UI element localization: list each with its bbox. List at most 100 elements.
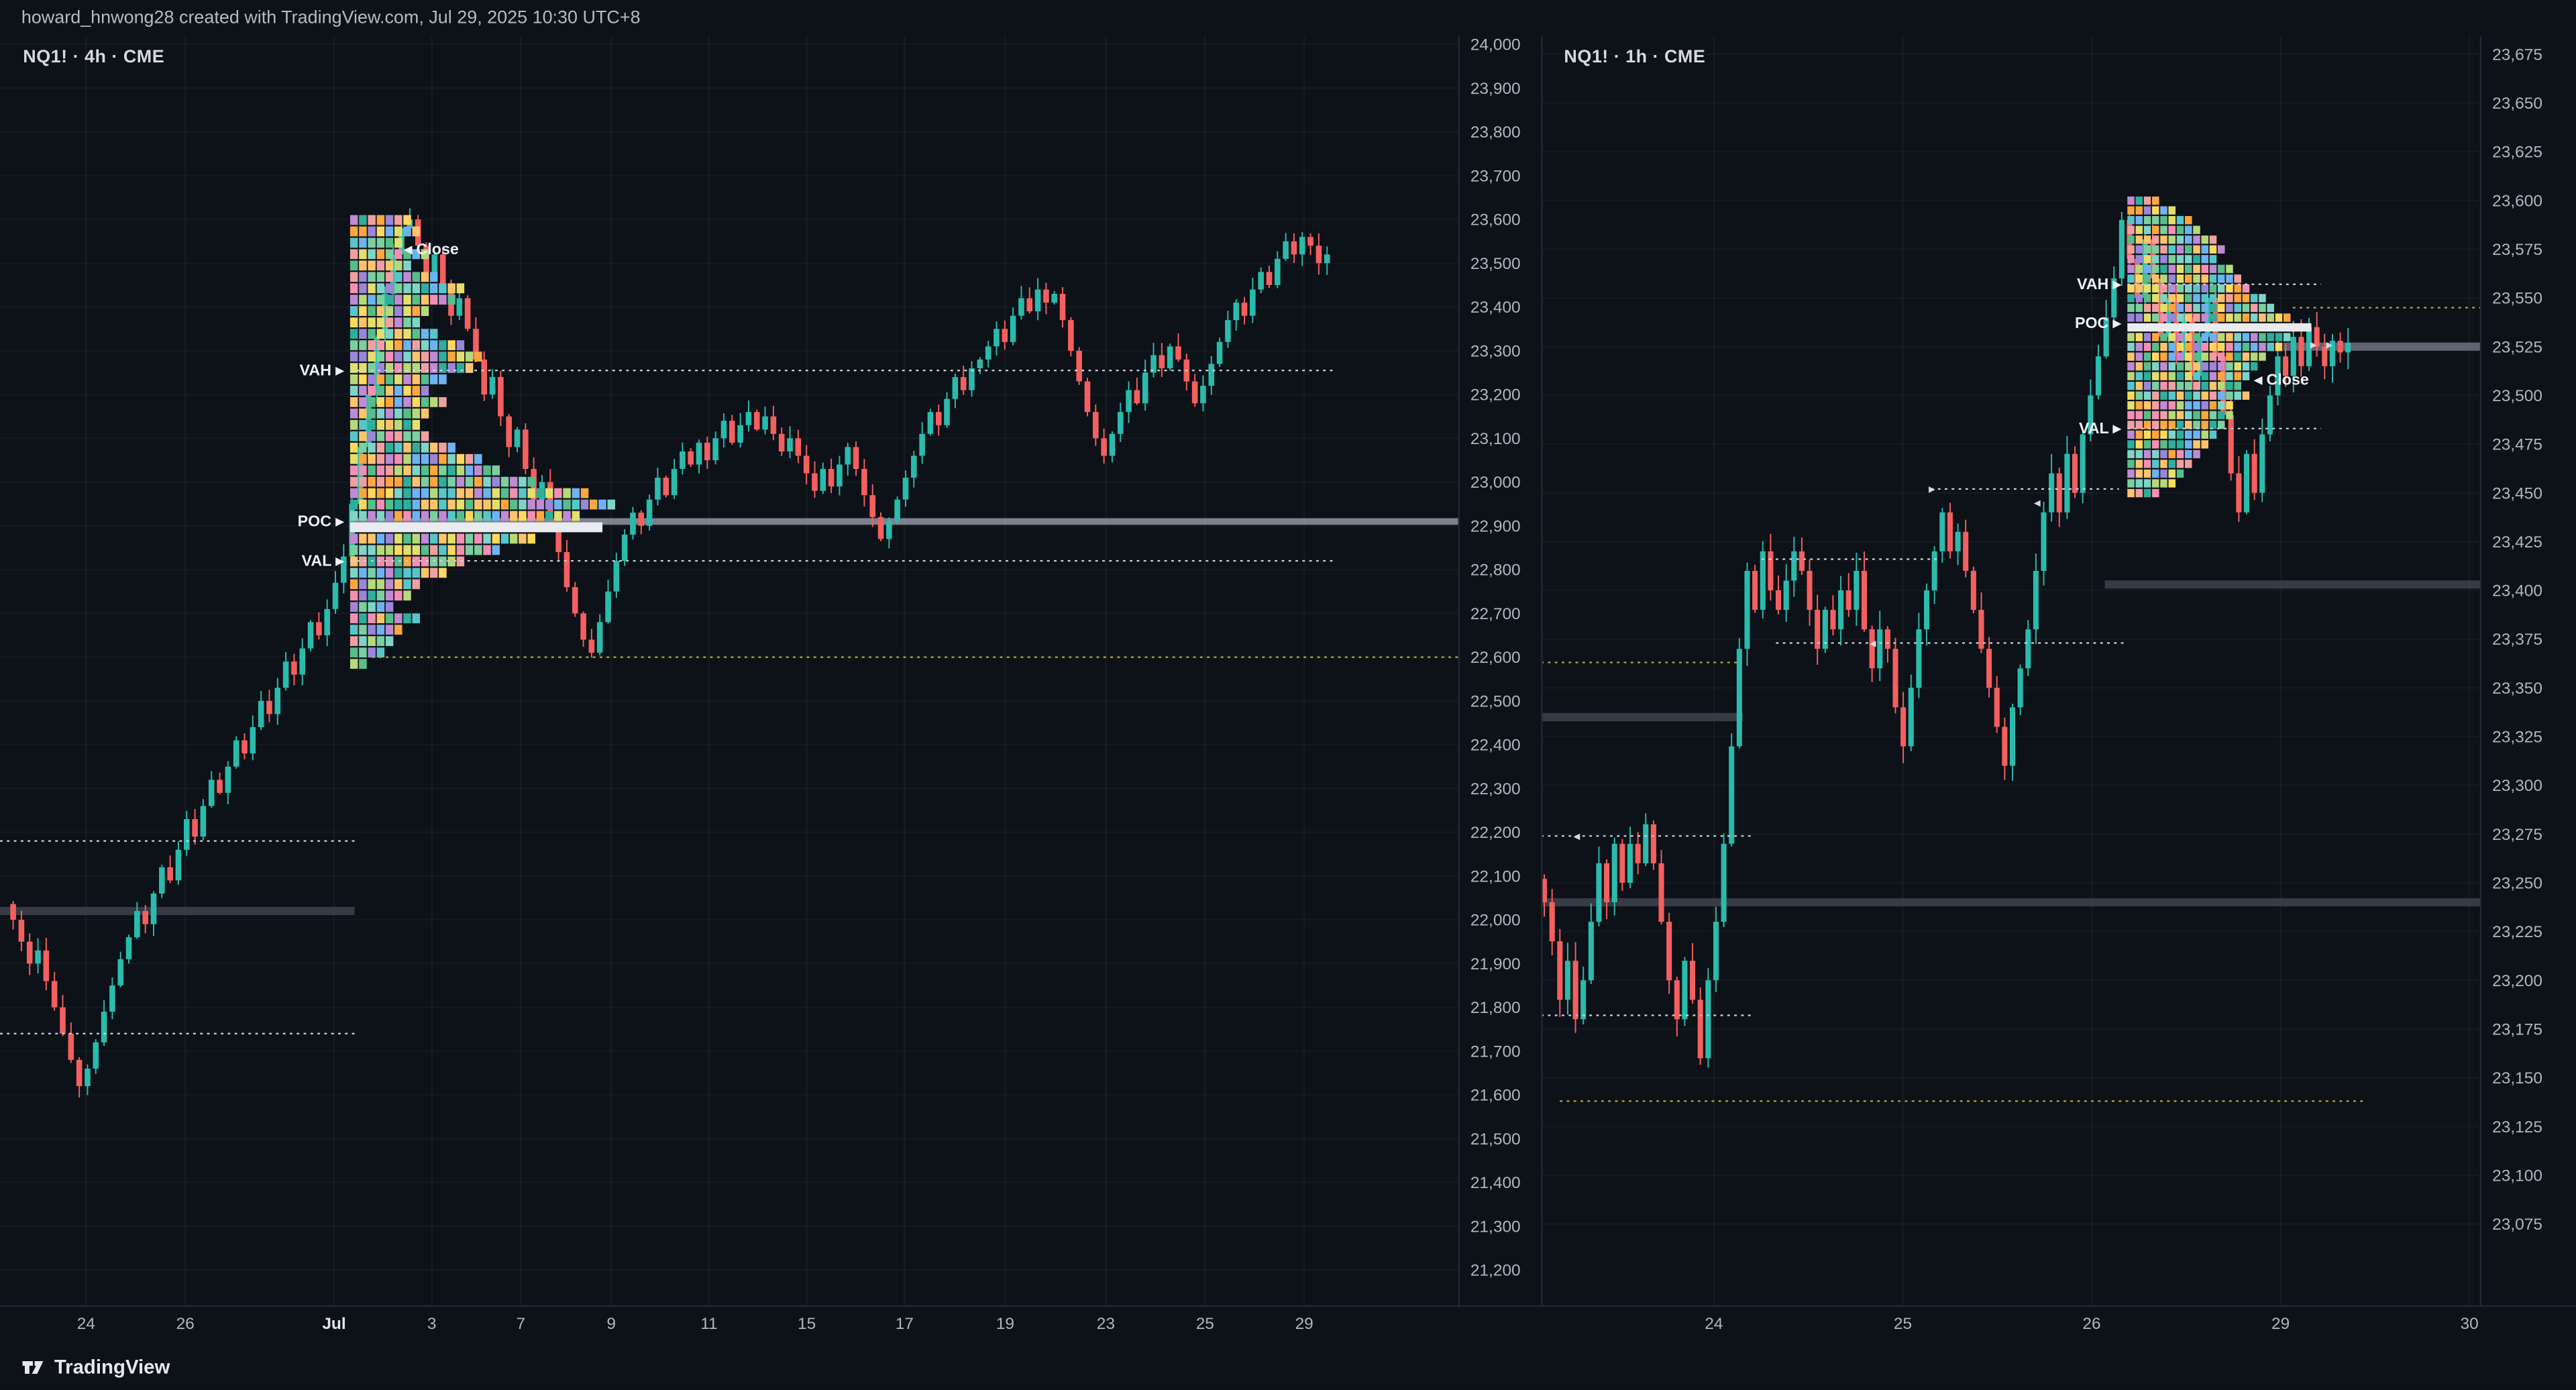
svg-text:Jul: Jul [322,1315,345,1333]
svg-text:23,200: 23,200 [2492,972,2542,990]
svg-text:23,225: 23,225 [2492,923,2542,941]
svg-text:23,700: 23,700 [1470,167,1521,185]
chart-panel-1h[interactable]: VAH ▸ POC ▸ VAL ▸ ◂ Close ◂ ◂ ▸ ◂ ▸ ▸ 23,675 23,650… [1541,36,2576,1344]
svg-text:21,300: 21,300 [1470,1218,1521,1236]
svg-text:29: 29 [1295,1315,1313,1333]
level-labels: VAH ▸ POC ▸ VAL ▸ ◂ Close [298,240,459,570]
level-bands [1541,342,2481,907]
svg-text:23,600: 23,600 [1470,211,1521,229]
svg-text:23,400: 23,400 [2492,582,2542,600]
svg-text:23,400: 23,400 [1470,299,1521,317]
svg-text:23,000: 23,000 [1470,474,1521,492]
svg-text:24,000: 24,000 [1470,36,1521,54]
svg-text:VAH ▸: VAH ▸ [300,362,345,379]
svg-text:21,800: 21,800 [1470,999,1521,1017]
svg-text:24: 24 [77,1315,95,1333]
level-labels: VAH ▸ POC ▸ VAL ▸ ◂ Close ◂ ◂ ▸ ◂ ▸ ▸ [1573,275,2332,843]
svg-text:VAH ▸: VAH ▸ [2077,275,2122,292]
price-axis: 24,000 23,900 23,800 23,700 23,600 23,500 23,4… [1458,36,1521,1306]
svg-text:23,325: 23,325 [2492,729,2542,747]
volume-profile [2127,196,2312,498]
svg-text:23,275: 23,275 [2492,826,2542,844]
svg-text:21,700: 21,700 [1470,1042,1521,1061]
svg-text:23,500: 23,500 [1470,255,1521,273]
price-axis: 23,675 23,650 23,625 23,600 23,575 23,550 23,5… [2479,36,2542,1306]
svg-text:7: 7 [517,1315,526,1333]
svg-text:25: 25 [1196,1315,1214,1333]
svg-text:23,125: 23,125 [2492,1118,2542,1136]
bottom-bar: TradingView [0,1344,2576,1390]
svg-text:◂ Close: ◂ Close [403,240,459,258]
svg-text:21,600: 21,600 [1470,1087,1521,1105]
time-axis: 24 25 26 29 30 [1541,1305,2576,1333]
svg-text:21,200: 21,200 [1470,1262,1521,1280]
svg-text:◂: ◂ [2034,496,2041,511]
grid [1713,36,2471,1306]
svg-text:23,425: 23,425 [2492,533,2542,551]
svg-text:26: 26 [2082,1315,2100,1333]
grid [85,36,1305,1306]
svg-text:23,075: 23,075 [2492,1216,2542,1234]
svg-text:22,600: 22,600 [1470,649,1521,667]
svg-text:23: 23 [1097,1315,1115,1333]
svg-text:22,400: 22,400 [1470,737,1521,755]
svg-text:▸: ▸ [2310,337,2317,352]
svg-text:23,175: 23,175 [2492,1020,2542,1038]
svg-text:26: 26 [176,1315,195,1333]
candles [10,208,1330,1098]
svg-text:15: 15 [798,1315,816,1333]
svg-text:23,550: 23,550 [2492,290,2542,308]
svg-text:23,100: 23,100 [1470,430,1521,448]
svg-text:23,675: 23,675 [2492,46,2542,64]
tradingview-logo-icon[interactable] [21,1355,44,1378]
chart-panel-4h[interactable]: VAH ▸ POC ▸ VAL ▸ ◂ Close 24,000 23,900 23,800… [0,36,1542,1344]
level-bands [0,518,1459,916]
svg-text:22,200: 22,200 [1470,824,1521,842]
svg-text:22,300: 22,300 [1470,780,1521,798]
svg-text:22,800: 22,800 [1470,562,1521,580]
symbol-legend-1h[interactable]: NQ1! · 1h · CME [1564,48,1706,68]
svg-text:22,900: 22,900 [1470,517,1521,535]
svg-text:23,150: 23,150 [2492,1069,2542,1087]
attribution-text: howard_hnwong28 created with TradingView… [21,8,641,28]
svg-text:29: 29 [2271,1315,2290,1333]
svg-text:VAL ▸: VAL ▸ [2079,419,2122,437]
svg-text:VAL ▸: VAL ▸ [302,551,345,569]
svg-text:21,400: 21,400 [1470,1174,1521,1192]
time-axis-right[interactable] [1541,1306,2576,1344]
svg-text:◂ Close: ◂ Close [2253,370,2309,388]
svg-text:POC ▸: POC ▸ [298,513,345,530]
svg-text:22,500: 22,500 [1470,692,1521,710]
time-axis: 24 26 Jul 3 7 9 11 15 17 19 23 25 29 [0,1305,1542,1333]
svg-text:23,625: 23,625 [2492,144,2542,162]
svg-text:23,300: 23,300 [1470,342,1521,360]
svg-text:19: 19 [996,1315,1014,1333]
svg-text:21,900: 21,900 [1470,955,1521,973]
svg-text:9: 9 [606,1315,616,1333]
svg-text:▸: ▸ [2326,337,2333,352]
svg-text:23,800: 23,800 [1470,123,1521,142]
symbol-legend-4h[interactable]: NQ1! · 4h · CME [23,48,165,68]
svg-text:POC ▸: POC ▸ [2075,314,2122,331]
price-axis-right[interactable] [2481,36,2576,1306]
svg-text:23,450: 23,450 [2492,484,2542,502]
price-axis-left[interactable] [1459,36,1541,1306]
top-bar: howard_hnwong28 created with TradingView… [0,0,2576,36]
tradingview-brand-text[interactable]: TradingView [54,1355,170,1379]
svg-text:3: 3 [427,1315,437,1333]
svg-text:◂: ◂ [1870,636,1876,651]
svg-text:30: 30 [2461,1315,2479,1333]
svg-text:◂: ◂ [1573,829,1580,844]
svg-text:▸: ▸ [1929,482,1935,496]
svg-text:22,700: 22,700 [1470,605,1521,623]
svg-text:23,200: 23,200 [1470,386,1521,405]
time-axis-left[interactable] [0,1306,1541,1344]
svg-text:23,100: 23,100 [2492,1167,2542,1185]
svg-text:23,575: 23,575 [2492,241,2542,259]
level-lines [1541,283,2481,1102]
svg-text:25: 25 [1894,1315,1912,1333]
svg-text:21,500: 21,500 [1470,1130,1521,1148]
svg-text:23,300: 23,300 [2492,777,2542,795]
svg-text:23,525: 23,525 [2492,338,2542,356]
